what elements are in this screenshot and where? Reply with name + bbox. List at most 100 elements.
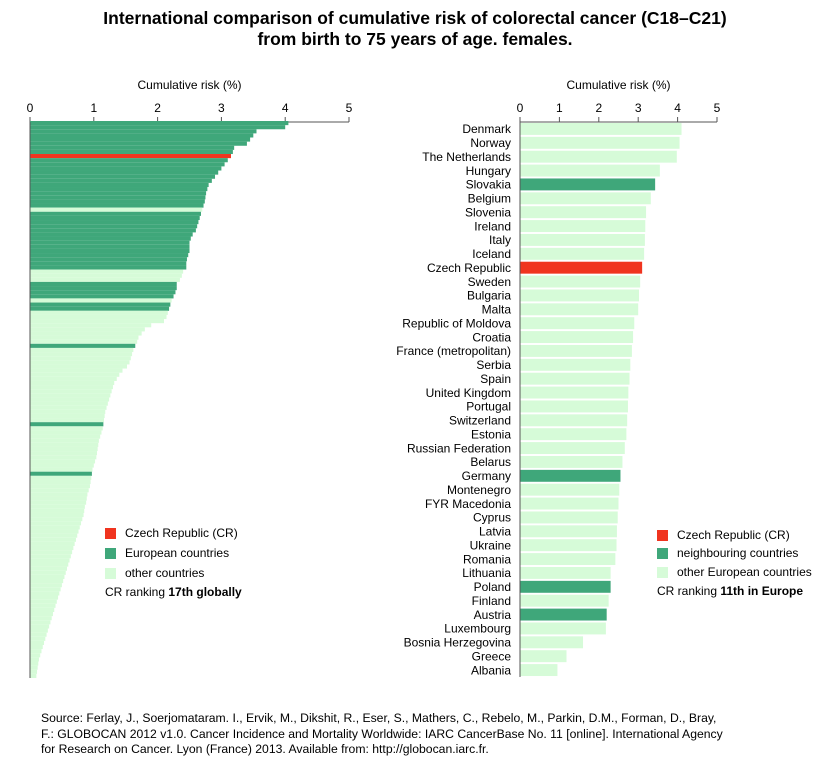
category-label: Denmark [462,122,512,136]
bar [520,636,584,649]
bar [30,570,66,575]
category-label: Greece [472,649,512,663]
left-ranking-value: 17th globally [168,585,242,599]
bar [30,166,222,171]
bar [520,164,660,177]
bar [30,277,180,282]
category-label: Romania [463,552,511,566]
bar [30,442,99,447]
bar [30,244,190,249]
bar [520,622,606,635]
x-tick-label: 1 [556,101,563,115]
bar [30,649,42,654]
bar [30,616,52,621]
right-legend-other-label: other European countries [677,565,812,579]
bar [520,594,609,607]
bar [30,302,171,307]
category-label: Republic of Moldova [402,316,511,330]
bar [30,653,41,658]
bar [30,137,251,142]
bar [30,611,53,617]
bar [30,397,110,402]
bar [520,261,643,274]
bar [30,298,172,303]
bar [30,228,196,233]
category-label: The Netherlands [422,150,511,164]
bar [30,236,191,241]
left-legend-cr: Czech Republic (CR) [105,526,238,540]
bar [30,467,93,472]
bar [30,121,289,126]
x-axis-label: Cumulative risk (%) [137,78,241,92]
right-legend-cr-label: Czech Republic (CR) [677,528,790,542]
x-tick-label: 3 [635,101,642,115]
bar [30,446,98,452]
bar [520,608,607,621]
bar [30,599,57,604]
bar [30,541,75,546]
category-label: Portugal [466,400,511,414]
bar [30,657,39,662]
bar [30,257,187,262]
bar [30,673,37,678]
bar [30,504,85,509]
x-tick-label: 0 [27,101,34,115]
bar [30,455,97,460]
bar [30,199,205,204]
bar [30,310,168,315]
bar [520,553,616,566]
bar [30,182,209,188]
left-legend-european-label: European countries [125,546,230,560]
bar [520,233,645,246]
bar [30,492,88,497]
bar [30,587,61,592]
europe-chart: Cumulative risk (%) 0 1 2 3 4 5 DenmarkNorwayTh… [396,78,720,677]
legend-swatch-neighbouring [657,547,668,559]
bar [30,632,47,637]
category-label: Bulgaria [467,289,511,303]
x-tick-label: 1 [90,101,97,115]
bar [520,511,618,524]
bar [520,317,635,330]
bar [30,525,80,530]
bar [30,550,73,555]
category-label: Lithuania [462,566,511,580]
bar [30,215,200,221]
bar [520,303,639,316]
bar [30,545,74,551]
bar [30,521,82,526]
bar [30,261,187,266]
bar [520,400,628,413]
x-tick-label: 4 [282,101,289,115]
bar [520,372,630,385]
bar [30,566,67,571]
bar [30,537,76,542]
bar [30,306,170,311]
legend-swatch-european [105,547,116,559]
bar [30,426,103,431]
source-note: Source: Ferlay, J., Soerjomataram. I., E… [41,711,811,758]
bar [30,356,131,361]
bar [30,562,69,567]
bar [30,187,208,192]
global-chart: Cumulative risk (%) 0 1 2 3 4 5 [27,78,353,678]
legend-swatch-other [105,567,116,579]
right-ranking-value: 11th in Europe [720,584,804,598]
bar [30,327,145,332]
bar [520,428,627,441]
category-label: FYR Macedonia [425,497,511,511]
bar [30,232,193,237]
x-tick-label: 4 [674,101,681,115]
right-legend-neighbouring: neighbouring countries [657,546,798,560]
bar [30,574,65,579]
bar [30,343,136,348]
left-legend-other-label: other countries [125,566,205,580]
bar [30,145,235,150]
bar [30,149,233,155]
bar [520,331,634,344]
bar [30,269,184,274]
bar [520,483,620,496]
bar [30,438,99,443]
bar [30,554,71,559]
